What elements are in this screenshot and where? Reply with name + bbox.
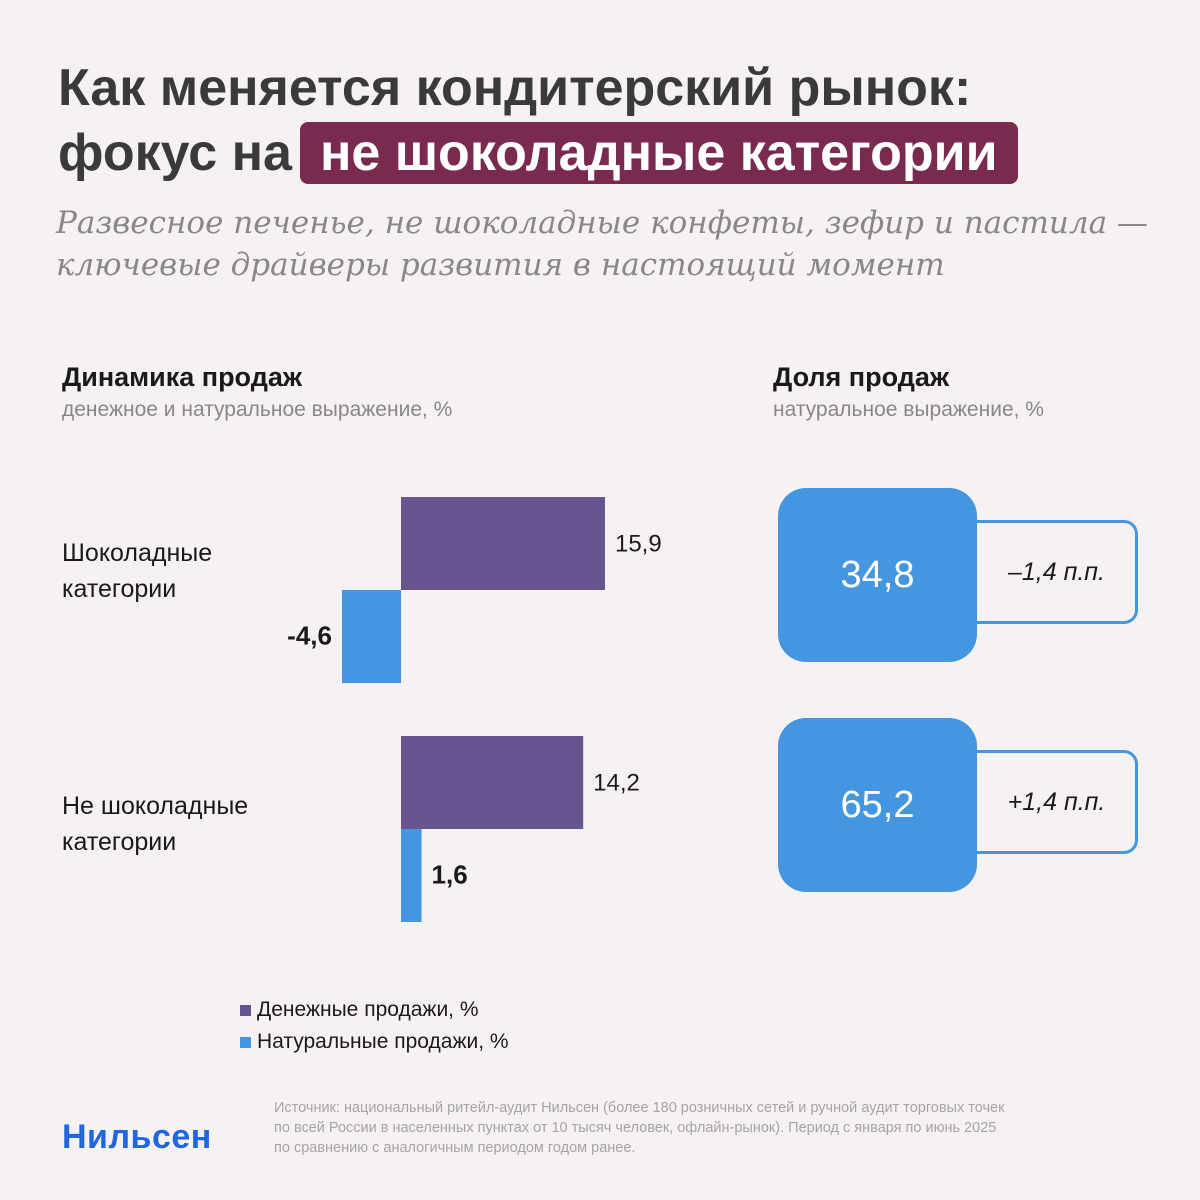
legend-swatch-money: [240, 1004, 251, 1016]
dynamics-title: Динамика продаж: [62, 362, 302, 392]
share-card-non-chocolate: 65,2 +1,4 п.п.: [778, 718, 1138, 894]
category-label-chocolate-line2: категории: [62, 575, 177, 603]
data-label-money-chocolate: 15,9: [615, 531, 662, 558]
bar-money-chocolate: [401, 497, 605, 590]
bar-natural-chocolate: [341, 590, 401, 683]
bar-natural-non-chocolate: [401, 829, 422, 922]
bar-money-non-chocolate: [401, 736, 584, 829]
category-label-non-chocolate: Не шоколадные категории: [62, 788, 248, 860]
subtitle-line1: Развесное печенье, не шоколадные конфеты…: [56, 205, 1148, 241]
legend-item-natural: Натуральные продажи, %: [240, 1030, 509, 1054]
data-label-money-non-chocolate: 14,2: [593, 770, 640, 797]
dynamics-subtitle: денежное и натуральное выражение, %: [62, 398, 453, 421]
legend-item-money: Денежные продажи, %: [240, 998, 479, 1022]
page-title-line2: фокус на не шоколадные категории: [58, 122, 1018, 184]
legend-swatch-natural: [240, 1036, 251, 1048]
subtitle: Развесное печенье, не шоколадные конфеты…: [56, 202, 1156, 286]
source-note: Источник: национальный ритейл-аудит Ниль…: [274, 1098, 1124, 1158]
category-label-non-chocolate-line2: категории: [62, 828, 177, 856]
share-title: Доля продаж: [773, 362, 950, 392]
page-title-line1: Как меняется кондитерский рынок:: [58, 59, 972, 117]
legend-label-money: Денежные продажи, %: [257, 998, 479, 1021]
data-label-natural-non-chocolate: 1,6: [432, 860, 468, 890]
title-highlight: не шоколадные категории: [299, 122, 1018, 184]
share-change-non-chocolate: +1,4 п.п.: [1007, 787, 1106, 816]
category-label-non-chocolate-line1: Не шоколадные: [62, 792, 249, 820]
source-line3: по сравнению с аналогичным периодом годо…: [274, 1140, 636, 1156]
nielsen-logo: Нильсен: [62, 1118, 212, 1156]
category-label-chocolate: Шоколадные категории: [62, 535, 212, 607]
subtitle-line2: ключевые драйверы развития в настоящий м…: [56, 247, 945, 283]
share-subtitle: натуральное выражение, %: [773, 398, 1044, 421]
data-label-natural-chocolate: -4,6: [287, 621, 332, 651]
category-label-chocolate-line1: Шоколадные: [62, 539, 213, 567]
share-change-chocolate: –1,4 п.п.: [1007, 557, 1105, 586]
source-line1: Источник: национальный ритейл-аудит Ниль…: [274, 1100, 1005, 1116]
share-value-chocolate: 34,8: [778, 488, 977, 662]
title-prefix: фокус на: [58, 124, 292, 182]
share-value-non-chocolate: 65,2: [778, 718, 977, 892]
share-card-chocolate: 34,8 –1,4 п.п.: [778, 488, 1138, 664]
source-line2: по всей России в населенных пунктах от 1…: [274, 1120, 997, 1136]
sales-dynamics-chart: 15,9 -4,6 14,2 1,6: [287, 497, 662, 922]
legend-label-natural: Натуральные продажи, %: [257, 1030, 509, 1053]
